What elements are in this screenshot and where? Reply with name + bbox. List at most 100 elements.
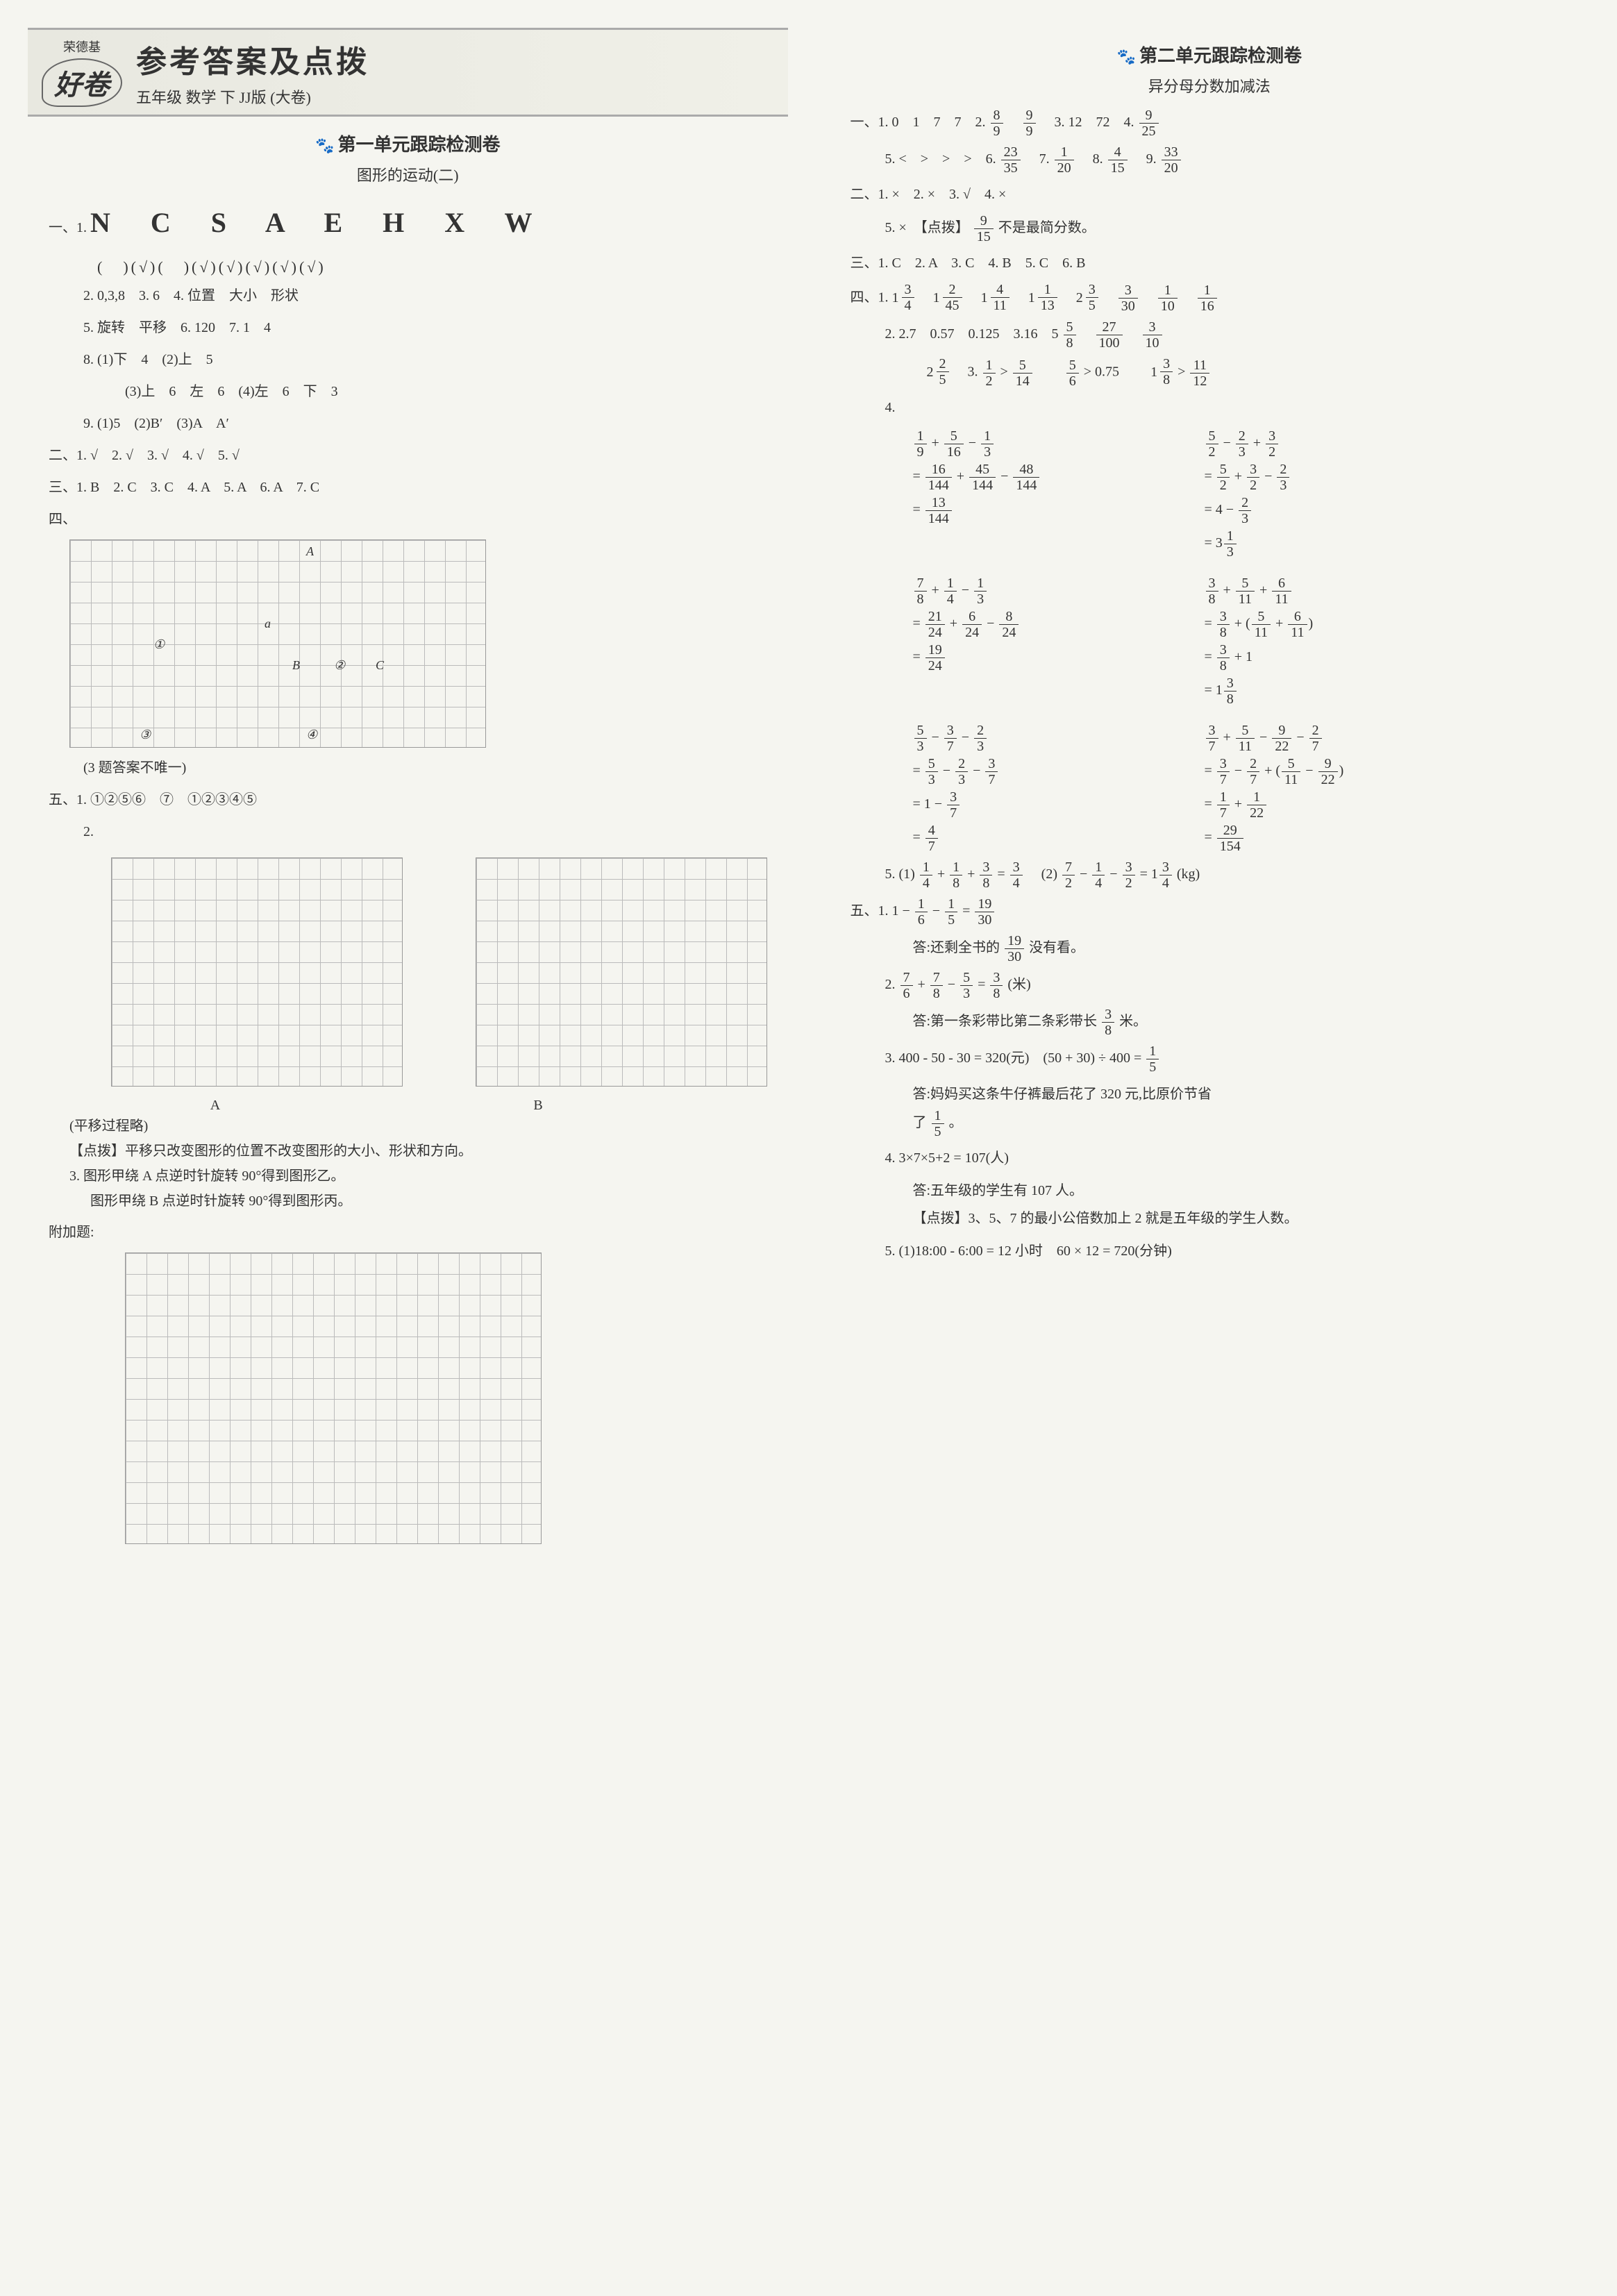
grid-figure-a: [111, 857, 403, 1087]
s1-5-prefix: 5. < > > > 6.: [885, 151, 1000, 167]
u2-s1-5: 5. < > > > 6. 2335 7. 120 8. 415 9. 3320: [885, 144, 1590, 176]
grid-a-label: A: [69, 1098, 361, 1114]
eq-row-3: 53 − 37 − 23 = 53 − 23 − 37 = 1 − 37 = 4…: [913, 721, 1590, 854]
q1-8b: (3)上 6 左 6 (4)左 6 下 3: [125, 378, 788, 405]
q1-5: 5. 旋转 平移 6. 120 7. 1 4: [83, 315, 788, 341]
label-c2: ②: [334, 658, 345, 673]
mfrac-1-4-11: 1411: [981, 282, 1011, 313]
s1-5-8: 8.: [1079, 151, 1107, 167]
frac-27-100: 27100: [1096, 319, 1123, 351]
u2-s4-1: 四、1. 134 1245 1411 1113 235 330 110 116: [851, 282, 1590, 314]
q1-checks: ( )(√)( )(√)(√)(√)(√)(√): [97, 255, 788, 277]
mfrac-1-3-8: 138: [1150, 356, 1174, 387]
eq-row-2: 78 + 14 − 13 = 2124 + 624 − 824 = 1924 3…: [913, 573, 1590, 707]
u2-s3: 三、1. C 2. A 3. C 4. B 5. C 6. B: [851, 250, 1590, 276]
s2-5b: 不是最简分数。: [998, 220, 1096, 235]
frac-9-25: 925: [1139, 108, 1159, 139]
s1-1-prefix: 一、1. 0 1 7 7 2.: [851, 115, 989, 130]
eq-1a: 19 + 516 − 13 = 16144 + 45144 − 48144 = …: [913, 426, 1135, 560]
u2-s1-1: 一、1. 0 1 7 7 2. 89 99 3. 12 72 4. 925: [851, 108, 1590, 139]
u2-s4-2: 2. 2.7 0.57 0.125 3.16 5 58 27100 310: [885, 319, 1590, 351]
frac-1-20: 120: [1055, 144, 1074, 176]
q1-8a: 8. (1)下 4 (2)上 5: [83, 346, 788, 373]
unit2-head: 🐾 第二单元跟踪检测卷: [830, 42, 1590, 67]
frac-33-20: 3320: [1162, 144, 1181, 176]
s1-5-9: 9.: [1132, 151, 1160, 167]
badge-left: 荣德基 好卷: [42, 37, 122, 107]
s5-1-prefix: 五、1.: [851, 903, 892, 919]
s5-2-ans: 答:第一条彩带比第二条彩带长 38 米。: [913, 1007, 1590, 1038]
s5-2: 2.: [83, 819, 788, 845]
main-subtitle: 五年级 数学 下 JJ版 (大卷): [136, 85, 369, 108]
brand-text: 荣德基: [63, 37, 101, 56]
frac-3-30: 330: [1119, 283, 1138, 314]
u2-s5-4a: 4. 3×7×5+2 = 107(人): [885, 1145, 1590, 1171]
label-c4: ④: [306, 728, 317, 742]
note3: 3. 图形甲绕 A 点逆时针旋转 90°得到图形乙。: [69, 1164, 788, 1189]
page-root: 荣德基 好卷 参考答案及点拨 五年级 数学 下 JJ版 (大卷) 🐾 第一单元跟…: [28, 28, 1589, 1551]
note2: 【点拨】平移只改变图形的位置不改变图形的大小、形状和方向。: [69, 1139, 788, 1164]
s4-2-prefix: 2. 2.7 0.57 0.125 3.16 5: [885, 327, 1059, 342]
eq-block-1: 19 + 516 − 13 = 16144 + 45144 − 48144 = …: [913, 426, 1590, 854]
unit2-title: 第二单元跟踪检测卷: [1139, 46, 1302, 66]
extra-label: 附加题:: [49, 1219, 788, 1246]
s4-3: 3.: [968, 364, 982, 380]
grid-figure-b: [476, 857, 767, 1087]
eq-3a: 53 − 37 − 23 = 53 − 23 − 37 = 1 − 37 = 4…: [913, 721, 1135, 854]
s5-2-prefix: 2.: [885, 977, 899, 992]
grid-labels-row: A B: [69, 1098, 788, 1114]
u2-s2-5: 5. × 【点拨】 915 不是最简分数。: [885, 213, 1590, 244]
frac-5-14: 514: [1013, 358, 1032, 389]
s3: 三、1. B 2. C 3. C 4. A 5. A 6. A 7. C: [49, 474, 788, 501]
right-column: 🐾 第二单元跟踪检测卷 异分母分数加减法 一、1. 0 1 7 7 2. 89 …: [830, 28, 1590, 1551]
mfrac-1-2-45: 1245: [933, 282, 964, 313]
eq-2a: 78 + 14 − 13 = 2124 + 624 − 824 = 1924: [913, 573, 1135, 707]
mfrac-2-3-5: 235: [1076, 282, 1100, 313]
frac-4-15: 415: [1108, 144, 1128, 176]
s4-label: 四、1.: [851, 290, 892, 305]
frac-1-16: 116: [1198, 283, 1217, 314]
logo-text: 好卷: [42, 58, 122, 107]
u2-s5-1: 五、1. 1 − 16 − 15 = 1930: [851, 896, 1590, 928]
q1-letters: N C S A E H X W: [90, 207, 548, 238]
s5-4-note: 【点拨】3、5、7 的最小公倍数加上 2 就是五年级的学生人数。: [913, 1205, 1590, 1232]
s1-1-mid: 3. 12 72 4.: [1041, 115, 1138, 130]
grid-note: (3 题答案不唯一): [83, 755, 788, 781]
mfrac-1-1-13: 1113: [1028, 282, 1059, 313]
frac-5-8: 58: [1064, 319, 1076, 351]
q1-2: 2. 0,3,8 3. 6 4. 位置 大小 形状: [83, 283, 788, 309]
s5-4-ans: 答:五年级的学生有 107 人。: [913, 1177, 1590, 1205]
s5-3-ans: 答:妈妈买这条牛仔裤最后花了 320 元,比原价节省 了 15 。: [913, 1080, 1590, 1139]
grid-figure-extra: [125, 1252, 542, 1544]
u2-s4-5: 5. (1) 14 + 18 + 38 = 34 (2) 72 − 14 − 3…: [885, 860, 1590, 891]
eq-2b: 38 + 511 + 611 = 38 + (511 + 611) = 38 +…: [1205, 573, 1427, 707]
badge-right: 参考答案及点拨 五年级 数学 下 JJ版 (大卷): [136, 37, 369, 108]
frac-3-10: 310: [1143, 319, 1162, 351]
frac-1-10: 110: [1158, 283, 1178, 314]
s4-5-prefix: 5. (1): [885, 866, 915, 882]
label-A: A: [306, 544, 314, 559]
s4-5-mid: (2): [1028, 866, 1057, 882]
s2-5a: 5. × 【点拨】: [885, 220, 969, 235]
unit1-subtitle: 图形的运动(二): [28, 163, 788, 185]
eq-1b: 52 − 23 + 32 = 52 + 32 − 23 = 4 − 23 = 3…: [1205, 426, 1427, 560]
label-c3: ③: [140, 728, 151, 742]
s1-5-7: 7.: [1025, 151, 1053, 167]
frac-1-2: 12: [983, 358, 996, 389]
frac-23-35: 2335: [1001, 144, 1021, 176]
label-C: C: [376, 658, 384, 673]
q1-9: 9. (1)5 (2)B′ (3)A A′: [83, 410, 788, 437]
frac-9-9: 99: [1023, 108, 1036, 139]
grid-row: [69, 850, 788, 1098]
frac-11-12: 1112: [1190, 358, 1209, 389]
main-title: 参考答案及点拨: [136, 37, 369, 81]
left-column: 荣德基 好卷 参考答案及点拨 五年级 数学 下 JJ版 (大卷) 🐾 第一单元跟…: [28, 28, 788, 1551]
frac-8-9: 89: [991, 108, 1003, 139]
eq-row-1: 19 + 516 − 13 = 16144 + 45144 − 48144 = …: [913, 426, 1590, 560]
frac-9-15: 915: [974, 213, 994, 244]
paw-icon-2: 🐾: [1117, 48, 1136, 65]
note1: (平移过程略): [69, 1114, 788, 1139]
unit2-subtitle: 异分母分数加减法: [830, 74, 1590, 97]
grid-b-label: B: [392, 1098, 684, 1114]
u2-s5-2: 2. 76 + 78 − 53 = 38 (米): [885, 970, 1590, 1001]
